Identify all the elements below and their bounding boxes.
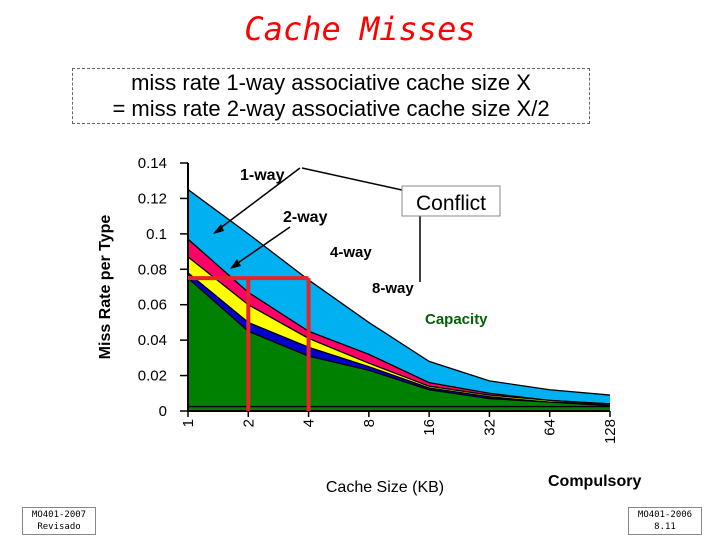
label-compulsory: Compulsory	[548, 473, 641, 490]
x-tick-label: 128	[602, 419, 619, 444]
label-conflict: Conflict	[416, 192, 486, 215]
x-tick-label: 4	[301, 419, 318, 427]
footer-badge-right: MO401-2006 8.11	[628, 507, 702, 535]
one-way-arrowhead	[213, 224, 224, 234]
y-tick-label: 0.12	[138, 190, 167, 207]
footer-badge-left: MO401-2007 Revisado	[22, 507, 96, 535]
line-1-way	[187, 189, 611, 396]
area-compulsory	[188, 406, 610, 411]
y-tick-label: 0.02	[138, 368, 167, 385]
label-2-way: 2-way	[283, 209, 328, 226]
y-tick-label: 0.14	[138, 155, 167, 172]
x-tick-label: 8	[361, 419, 378, 427]
line-4-way	[187, 256, 611, 405]
conflict-leader-1	[301, 167, 403, 191]
y-axis-label: Miss Rate per Type	[97, 215, 114, 360]
footer-left-line-1: MO401-2007	[31, 510, 87, 520]
area-capacity	[188, 278, 610, 411]
x-tick-label: 16	[421, 419, 438, 436]
y-tick-label: 0	[159, 403, 167, 420]
footer-right-line-1: MO401-2006	[637, 510, 693, 520]
x-tick-label: 64	[542, 419, 559, 436]
label-1-way: 1-way	[240, 167, 285, 184]
two-way-pointer	[231, 226, 291, 268]
subtitle-box: miss rate 1-way associative cache size X…	[72, 68, 590, 124]
y-tick-label: 0.06	[138, 297, 167, 314]
x-tick-label: 2	[240, 419, 257, 427]
y-tick-label: 0.04	[138, 332, 167, 349]
slide-title: Cache Misses	[244, 10, 476, 48]
y-tick-label: 0.1	[146, 226, 167, 243]
x-axis-label: Cache Size (KB)	[326, 479, 444, 496]
line-capacity	[187, 277, 611, 407]
footer-right-line-2: 8.11	[654, 522, 676, 532]
label-8-way: 8-way	[372, 280, 414, 297]
x-tick-label: 32	[481, 419, 498, 436]
two-way-arrowhead	[230, 259, 241, 269]
y-tick-label: 0.08	[138, 261, 167, 278]
footer-left-line-2: Revisado	[37, 522, 81, 532]
label-4-way: 4-way	[330, 244, 372, 261]
conflict-box	[401, 185, 501, 217]
one-way-pointer	[214, 167, 301, 233]
subtitle-line-1: miss rate 1-way associative cache size X	[131, 70, 531, 95]
x-tick-label: 1	[180, 419, 197, 427]
subtitle-line-2: = miss rate 2-way associative cache size…	[112, 96, 550, 121]
label-capacity: Capacity	[425, 311, 488, 328]
